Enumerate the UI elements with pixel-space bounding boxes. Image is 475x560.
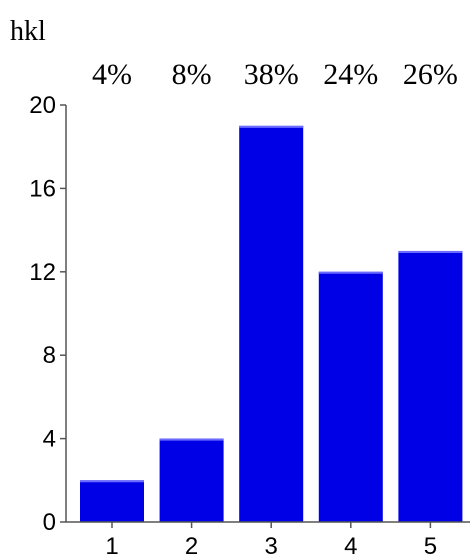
bar-2 bbox=[159, 438, 224, 522]
bar-4 bbox=[318, 271, 383, 522]
x-tick-label-2: 2 bbox=[185, 533, 198, 560]
y-tick-label-12: 12 bbox=[29, 259, 56, 286]
chart-title: hkl bbox=[10, 16, 46, 47]
percent-label-5: 26% bbox=[403, 58, 458, 91]
x-tick-label-4: 4 bbox=[344, 533, 357, 560]
x-tick-label-3: 3 bbox=[265, 533, 278, 560]
bar-1 bbox=[80, 480, 144, 522]
bar-5 bbox=[398, 250, 463, 522]
y-tick-label-4: 4 bbox=[43, 426, 56, 453]
y-tick-label-8: 8 bbox=[43, 342, 56, 369]
percent-label-3: 38% bbox=[244, 58, 299, 91]
x-tick-label-1: 1 bbox=[105, 533, 118, 560]
percent-labels: 4% 8% 38% 24% 26% bbox=[92, 58, 458, 91]
y-tick-label-20: 20 bbox=[29, 92, 56, 119]
x-axis: 1 2 3 4 5 bbox=[66, 521, 470, 560]
bars bbox=[80, 125, 463, 522]
bar-3 bbox=[239, 125, 304, 522]
percent-label-2: 8% bbox=[172, 58, 212, 91]
y-axis: 0 4 8 12 16 20 bbox=[29, 92, 67, 536]
y-tick-label-16: 16 bbox=[29, 175, 56, 202]
x-tick-label-5: 5 bbox=[424, 533, 437, 560]
percent-label-1: 4% bbox=[92, 58, 132, 91]
y-tick-label-0: 0 bbox=[43, 509, 56, 536]
percent-label-4: 24% bbox=[323, 58, 378, 91]
